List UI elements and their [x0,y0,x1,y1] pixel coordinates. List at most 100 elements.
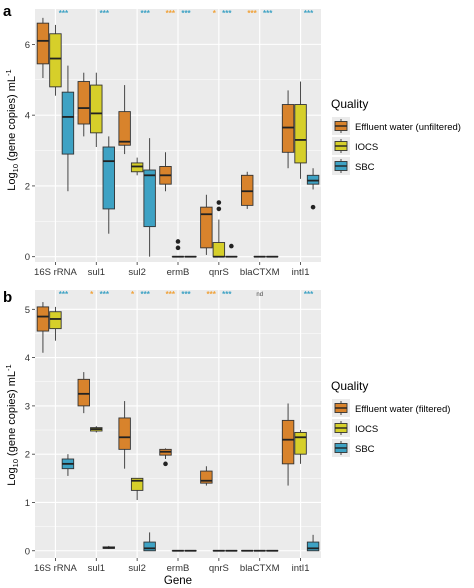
box-iqr [200,206,213,249]
y-axis-label: Log10 (gene copies) mL-1 [4,69,20,190]
significance-sbc: *** [59,9,69,18]
box-sbc [61,454,75,476]
legend-key-effluent [332,117,350,135]
significance-sbc: *** [222,290,232,299]
box-iqr [118,111,131,146]
significance-sbc: *** [304,9,314,18]
significance-sbc: *** [304,290,314,299]
box-iqr [77,81,90,125]
y-tick-label: 2 [25,181,30,192]
y-axis-label-rest: (gene copies) mL [6,76,18,164]
legend-key-sbc [332,157,350,175]
x-tick-label: blaCTXM [240,267,280,278]
x-tick-label: sul1 [88,563,105,574]
x-tick-label: 16S rRNA [34,267,77,278]
box-iocs [171,239,185,258]
significance-nd: nd [256,292,263,298]
legend-entry: IOCS [355,142,378,153]
box-iqr [143,169,156,228]
panel-label: a [3,3,12,20]
box-iocs [130,477,144,501]
series-iocs [49,24,307,258]
y-axis-label-rest: (gene copies) mL [6,371,18,459]
box-effluent [36,17,50,78]
legend-title: Quality [331,97,368,111]
box-effluent [241,171,254,209]
y-tick-label: 2 [25,450,30,461]
significance-sbc: *** [59,290,69,299]
significance-iocs: *** [207,290,217,299]
box-iqr [102,146,115,210]
y-axis-label-main: Log [6,172,18,190]
box-iqr [294,432,307,455]
box-iocs [90,426,103,433]
box-iqr [77,378,90,407]
x-tick-label: ermB [167,267,190,278]
box-effluent [36,302,50,353]
box-iqr [36,306,50,332]
box-effluent [159,152,172,192]
box-effluent [77,372,90,414]
box-iqr [281,419,295,465]
significance-iocs: * [213,9,217,18]
y-axis-label-subscript: 10 [11,459,20,467]
y-axis-label-superscript: -1 [4,69,13,76]
significance-sbc: *** [140,290,150,299]
series-effluent [36,302,295,552]
y-axis-label-subscript: 10 [11,164,20,172]
box-effluent [77,72,90,137]
x-tick-label: sul2 [128,563,145,574]
box-effluent [200,194,213,255]
significance-iocs: * [90,290,94,299]
legend: Quality Effluent water (filtered) IOCS SBC [331,379,450,457]
box-iqr [200,470,213,484]
chart-panel-b: 0 1 2 3 4 5 16S rRNA sul1 sul2 ermB qnrS blaCTXM int… [3,289,450,587]
box-iocs [294,81,307,179]
series-sbc [61,65,320,258]
x-tick-label: 16S rRNA [34,563,77,574]
y-tick-label: 1 [25,498,30,509]
x-tick-label: intI1 [292,563,310,574]
outlier-point [310,204,316,210]
outlier-point [175,245,181,251]
box-effluent [118,401,131,469]
x-tick-label: sul2 [128,267,145,278]
legend-entry: SBC [355,444,375,455]
y-tick-label: 3 [25,401,30,412]
y-tick-label: 0 [25,252,30,263]
box-iqr [294,104,307,164]
legend-title: Quality [331,379,368,393]
box-iocs [212,200,226,258]
series-effluent [36,17,295,255]
box-sbc [61,65,75,192]
y-axis-label: Log10 (gene copies) mL-1 [4,364,20,485]
box-iqr [49,311,62,330]
box-iqr [118,417,131,450]
box-iocs [130,157,144,176]
box-iqr [212,242,226,258]
box-sbc [306,168,320,210]
y-axis-label-superscript: -1 [4,364,13,371]
box-effluent [281,90,295,169]
x-tick-label: blaCTXM [240,563,280,574]
box-effluent [281,403,295,486]
legend: Quality Effluent water (unfiltered) IOCS SB… [331,97,461,175]
box-sbc [102,545,115,549]
outlier-point [229,243,234,249]
box-effluent [118,85,131,155]
outlier-point [216,200,222,205]
legend-entry: SBC [355,162,375,173]
series-sbc [61,454,320,552]
y-tick-label: 5 [25,305,30,316]
y-tick-label: 4 [25,111,30,122]
box-iqr [306,541,320,552]
series-iocs [49,306,307,552]
box-iocs [49,306,62,341]
significance-sbc: *** [181,9,191,18]
box-iqr [49,33,62,88]
significance-iocs: *** [166,9,176,18]
legend-key-iocs [332,419,350,437]
y-tick-label: 4 [25,353,30,364]
x-tick-label: qnrS [209,267,229,278]
